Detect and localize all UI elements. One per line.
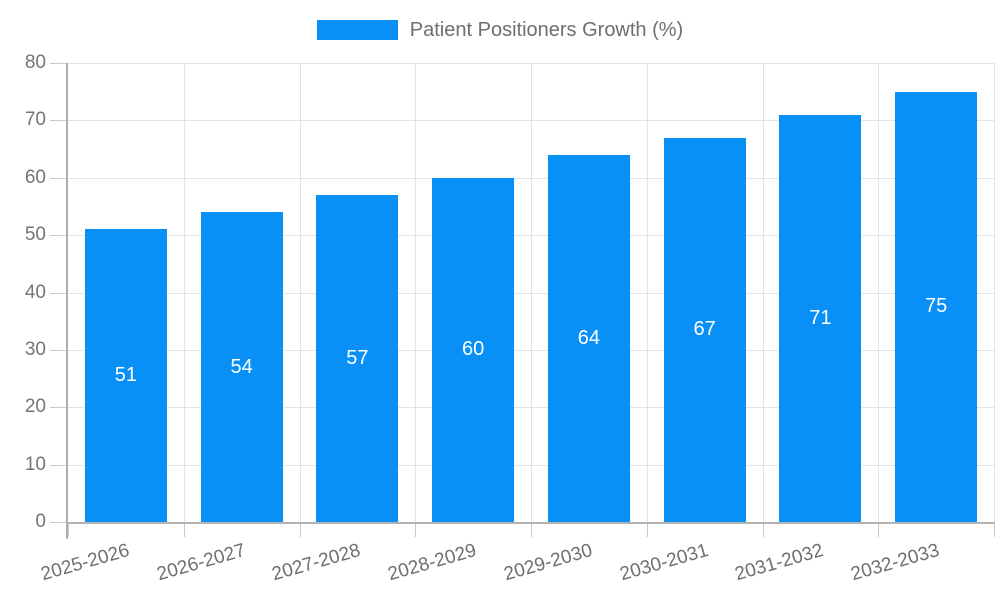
y-tick-label: 10 [24,453,46,475]
y-tick-mark [50,235,68,237]
y-tick-mark [50,292,68,294]
legend-swatch[interactable] [316,20,398,40]
bar[interactable]: 71 [779,114,862,522]
bar[interactable]: 60 [432,177,515,522]
bar[interactable]: 51 [84,229,167,522]
bar-value-label: 64 [577,326,600,349]
bar[interactable]: 54 [200,212,283,522]
y-tick-mark [50,120,68,122]
plot-area: 0 10 20 30 40 50 60 70 80 51 2025-2026 54 2026-2027 5… [25,52,995,585]
y-tick-mark [50,349,68,351]
y-tick-label: 60 [24,166,46,188]
bar-value-label: 67 [693,318,716,341]
y-tick-label: 30 [24,338,46,360]
y-tick-mark [50,464,68,466]
bar[interactable]: 57 [316,194,399,522]
x-tick-mark [183,522,185,537]
x-gridline [878,63,880,522]
bar[interactable]: 67 [663,137,746,522]
y-tick-label: 0 [35,511,46,532]
bar[interactable]: 75 [895,91,978,522]
x-tick-mark [994,522,995,537]
x-tick-mark [878,522,880,537]
y-tick-label: 70 [24,109,46,131]
x-gridline [299,63,301,522]
x-gridline [994,63,995,522]
y-tick-label: 40 [24,281,46,303]
y-tick-mark [50,522,68,523]
bar[interactable]: 64 [547,154,630,522]
y-tick-mark [50,177,68,179]
y-tick-label: 50 [24,224,46,246]
bar-value-label: 75 [925,295,948,318]
y-tick-mark [50,407,68,409]
y-tick-mark [50,63,68,64]
x-gridline [415,63,417,522]
bar-value-label: 57 [346,346,369,369]
x-gridline [646,63,648,522]
y-tick-label: 80 [24,52,46,73]
y-tick-label: 20 [24,396,46,418]
x-gridline [183,63,185,522]
legend-label: Patient Positioners Growth (%) [409,19,684,41]
x-axis-line [66,522,994,524]
x-tick-mark [531,522,532,537]
y-axis-line [66,63,68,539]
x-gridline [762,63,764,522]
chart-legend[interactable]: Patient Positioners Growth (%) [0,18,1000,42]
x-tick-mark [762,522,764,537]
bar-value-label: 60 [462,338,485,361]
bar-value-label: 51 [114,364,137,387]
bar-value-label: 71 [809,306,832,329]
x-tick-mark [68,522,69,537]
x-tick-mark [415,522,417,537]
x-gridline [531,63,532,522]
x-tick-mark [646,522,648,537]
x-tick-mark [299,522,301,537]
bar-value-label: 54 [230,355,253,378]
